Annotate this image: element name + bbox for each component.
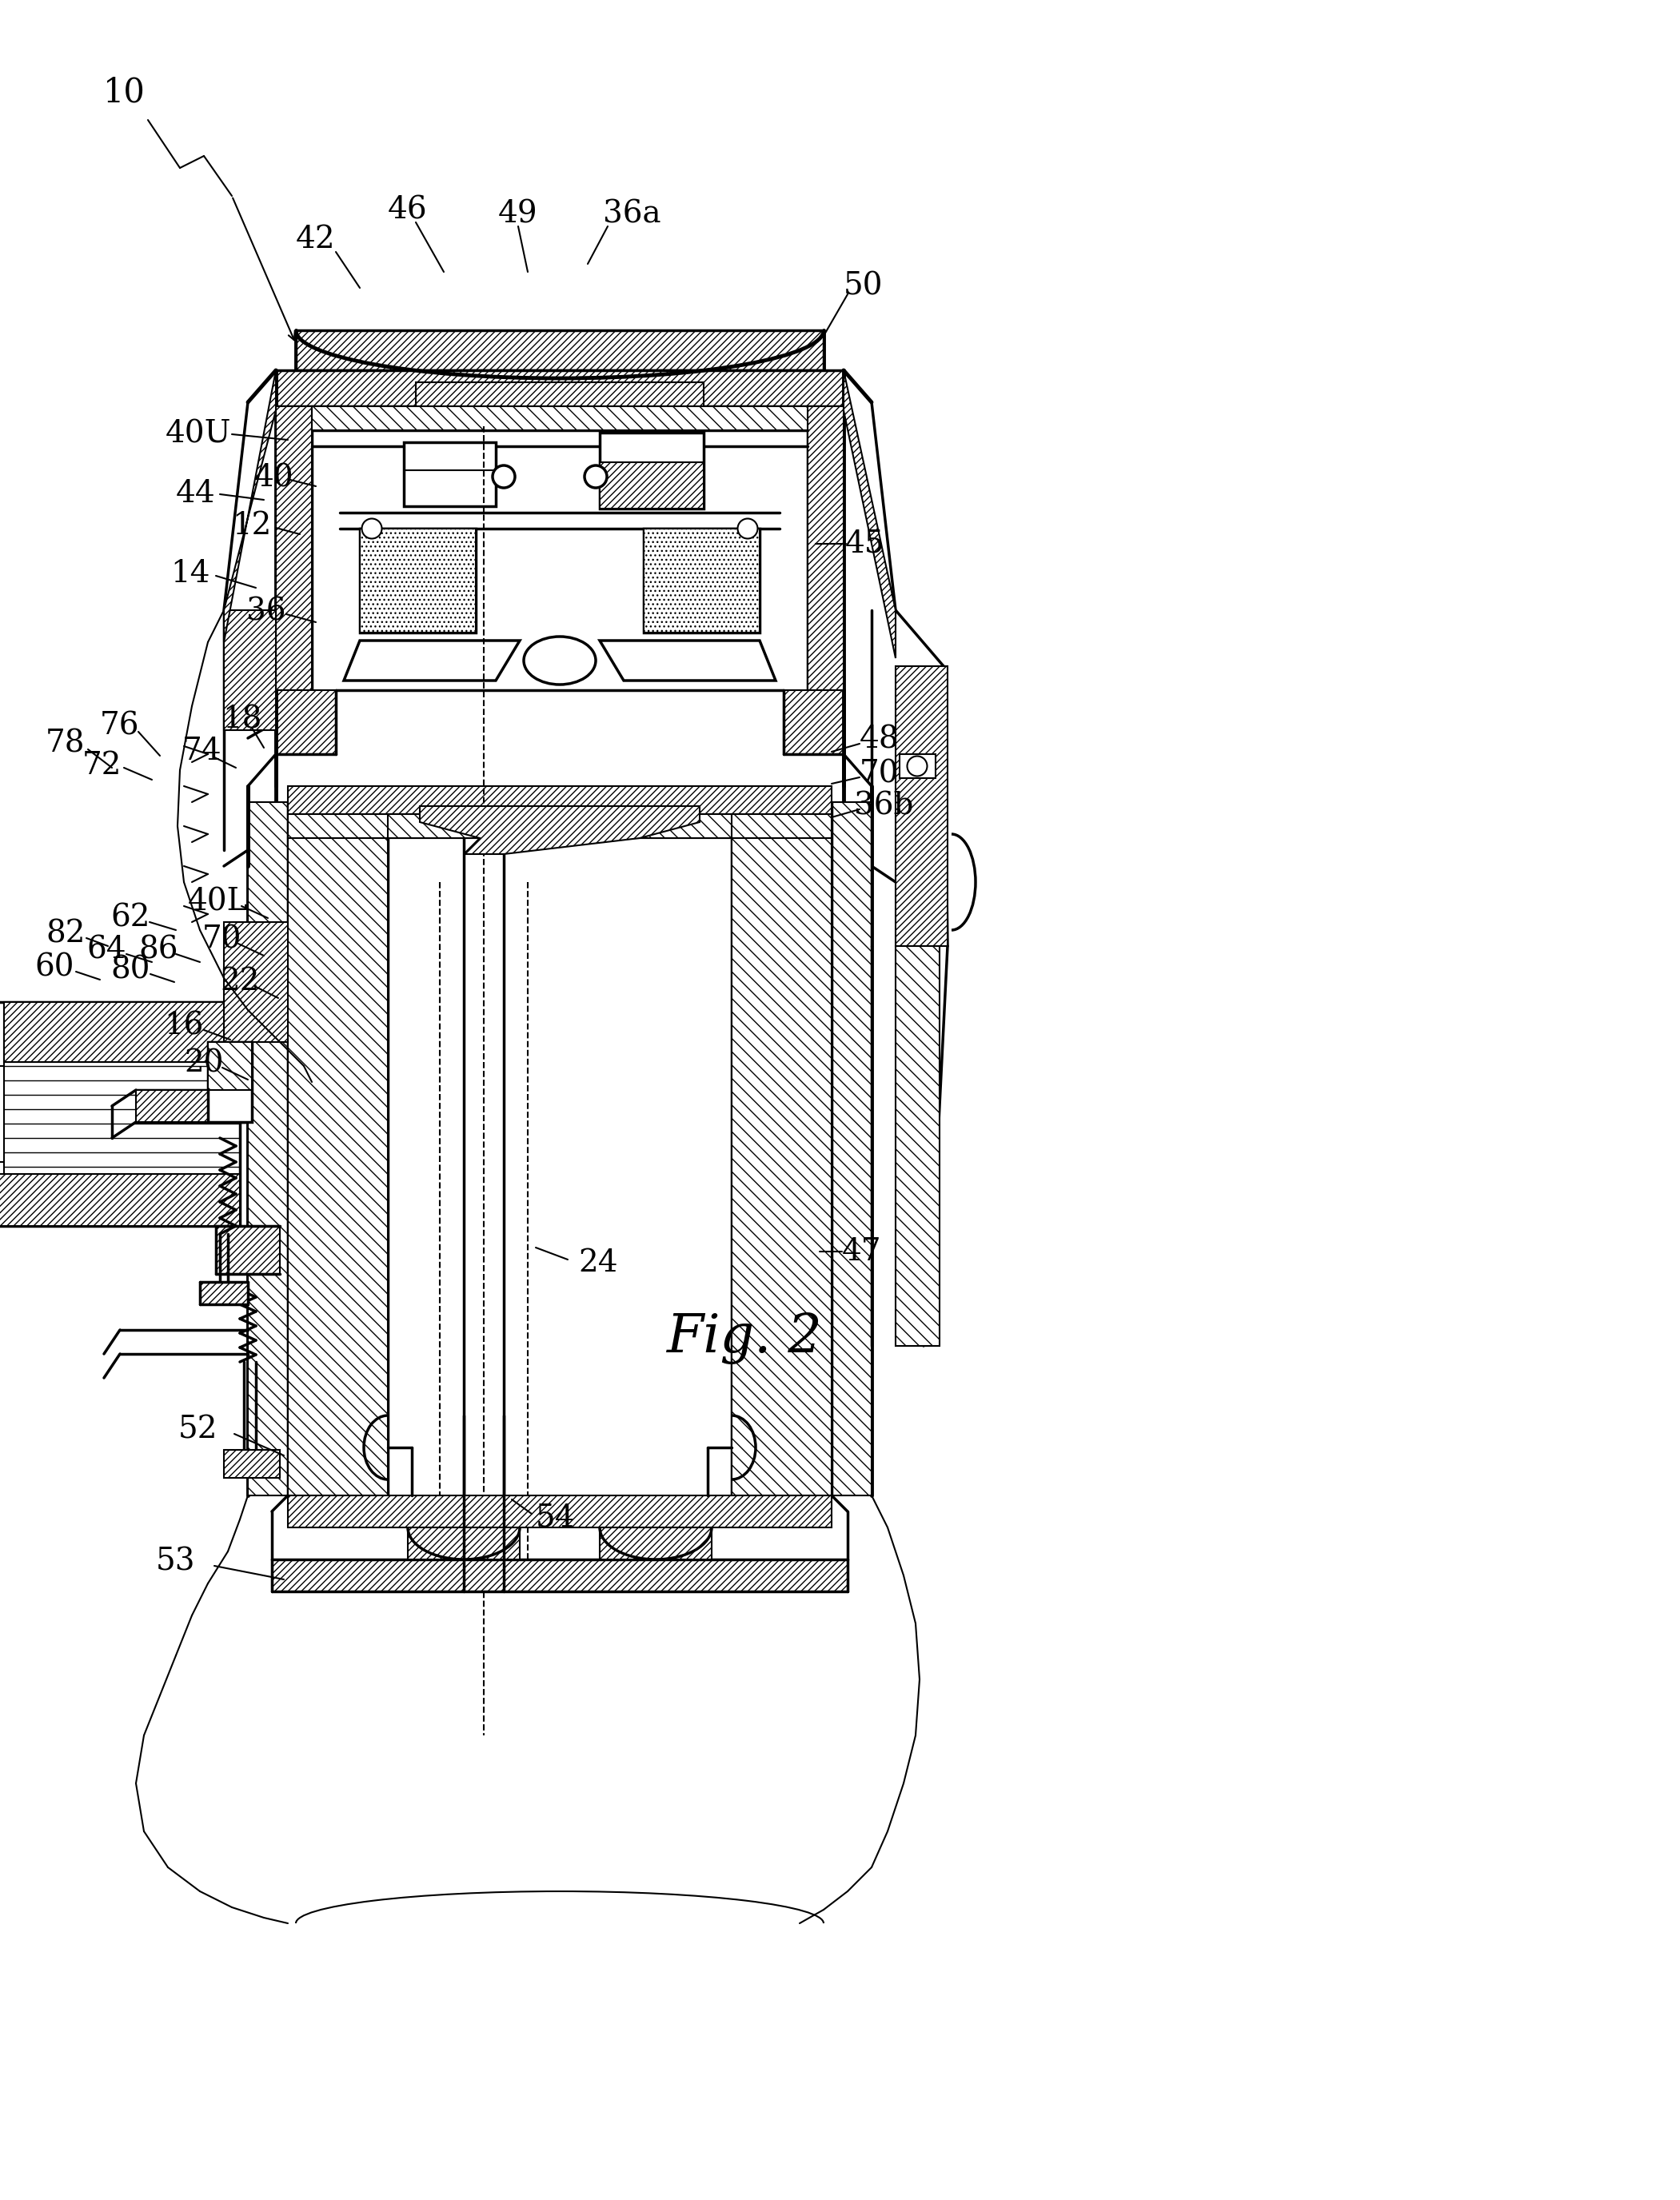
Polygon shape: [808, 407, 843, 691]
Polygon shape: [895, 667, 948, 946]
Polygon shape: [287, 838, 388, 1496]
Text: 49: 49: [499, 200, 538, 229]
Text: 86: 86: [138, 935, 178, 966]
Polygon shape: [600, 640, 776, 680]
Polygon shape: [287, 785, 832, 814]
Text: 16: 16: [165, 1012, 203, 1041]
Ellipse shape: [524, 636, 596, 684]
Text: 18: 18: [222, 704, 262, 735]
Bar: [208, 1043, 252, 1122]
Text: 70: 70: [860, 759, 899, 790]
Polygon shape: [296, 330, 823, 370]
Polygon shape: [895, 946, 939, 1346]
Text: 47: 47: [842, 1236, 882, 1267]
Text: 72: 72: [82, 752, 123, 781]
Text: 20: 20: [185, 1049, 223, 1078]
Text: 52: 52: [178, 1415, 218, 1445]
Polygon shape: [832, 803, 872, 1496]
Polygon shape: [344, 640, 519, 680]
Polygon shape: [408, 1527, 519, 1560]
Text: 40U: 40U: [165, 420, 232, 449]
Text: 50: 50: [843, 271, 884, 301]
Polygon shape: [0, 1175, 240, 1225]
Ellipse shape: [738, 519, 758, 539]
Polygon shape: [276, 370, 843, 407]
Text: 42: 42: [296, 224, 336, 255]
Polygon shape: [417, 383, 704, 407]
Polygon shape: [208, 1043, 252, 1089]
Ellipse shape: [492, 466, 516, 488]
Bar: [899, 755, 936, 779]
Polygon shape: [843, 370, 895, 658]
Bar: [643, 528, 759, 634]
Ellipse shape: [361, 519, 381, 539]
Polygon shape: [360, 528, 475, 634]
Text: 70: 70: [203, 924, 242, 955]
Polygon shape: [223, 1450, 281, 1478]
Text: 44: 44: [176, 480, 215, 508]
Polygon shape: [600, 1527, 712, 1560]
Bar: [217, 1225, 281, 1274]
Polygon shape: [223, 609, 276, 730]
Text: 14: 14: [170, 559, 210, 590]
Text: Fig. 2: Fig. 2: [665, 1311, 822, 1364]
Text: 12: 12: [232, 510, 272, 541]
Polygon shape: [287, 814, 832, 838]
Text: 24: 24: [578, 1250, 618, 1278]
Text: 36a: 36a: [603, 200, 660, 229]
Text: 78: 78: [45, 728, 86, 759]
Polygon shape: [732, 838, 832, 1496]
Text: 40: 40: [254, 464, 294, 493]
Text: 54: 54: [536, 1503, 576, 1533]
Polygon shape: [276, 407, 312, 691]
Text: 36: 36: [247, 596, 286, 627]
Polygon shape: [200, 1283, 249, 1305]
Text: 62: 62: [111, 904, 150, 933]
Polygon shape: [783, 691, 843, 755]
Text: 45: 45: [845, 528, 885, 559]
Text: 22: 22: [220, 968, 260, 997]
Text: 53: 53: [156, 1547, 195, 1577]
Text: 80: 80: [111, 955, 150, 986]
Ellipse shape: [585, 466, 606, 488]
Text: 36b: 36b: [853, 792, 914, 821]
Polygon shape: [136, 1089, 249, 1122]
Text: 82: 82: [45, 920, 86, 948]
Text: 74: 74: [183, 737, 222, 766]
Polygon shape: [276, 691, 336, 755]
Polygon shape: [249, 803, 287, 1496]
Ellipse shape: [907, 757, 927, 777]
Text: 60: 60: [35, 953, 74, 983]
Text: 40L: 40L: [188, 887, 247, 917]
Polygon shape: [643, 528, 759, 634]
Text: 64: 64: [86, 935, 126, 966]
Polygon shape: [420, 805, 699, 854]
Text: 76: 76: [101, 711, 139, 741]
Polygon shape: [3, 1001, 240, 1063]
Polygon shape: [272, 1560, 848, 1591]
Polygon shape: [600, 462, 704, 508]
Bar: [403, 442, 496, 506]
Text: 46: 46: [388, 196, 428, 224]
Polygon shape: [223, 370, 276, 642]
Polygon shape: [388, 814, 732, 838]
Polygon shape: [287, 1496, 832, 1527]
Text: 10: 10: [102, 75, 144, 108]
Bar: [600, 433, 704, 508]
Polygon shape: [312, 407, 808, 431]
Text: 48: 48: [860, 726, 899, 755]
Polygon shape: [223, 922, 287, 1043]
Bar: [360, 528, 475, 634]
